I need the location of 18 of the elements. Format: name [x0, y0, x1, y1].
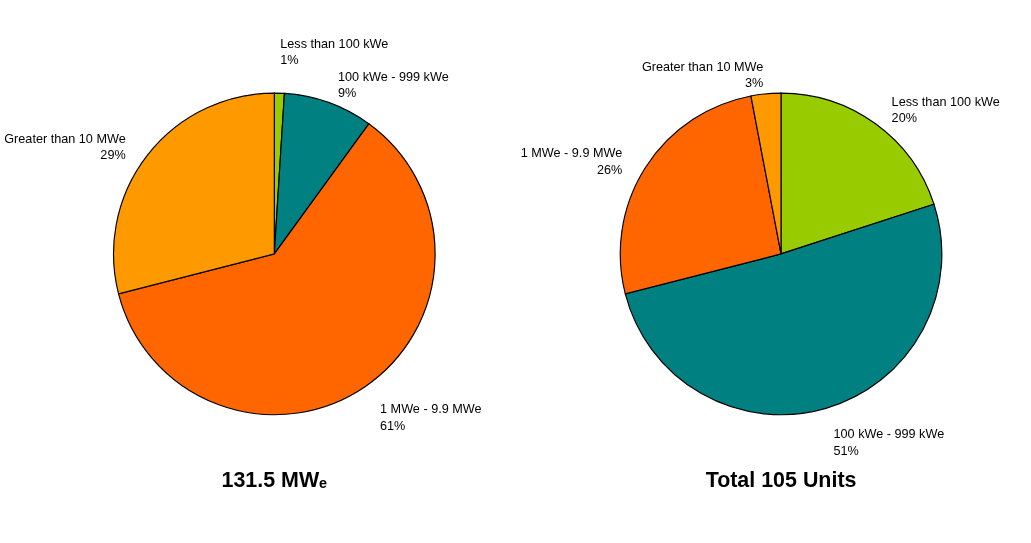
slice-label: 1 MWe - 9.9 MWe — [520, 146, 623, 161]
slice-label: 1 MWe - 9.9 MWe — [380, 402, 482, 417]
text: 131.5 MWₑ — [221, 467, 328, 492]
slice-label: 100 kWe - 999 kWe — [833, 427, 945, 442]
slice-label: Greater than 10 MWe — [641, 59, 764, 74]
slice-label: Greater than 10 MWe — [4, 131, 126, 146]
data-label: 1% — [280, 53, 299, 68]
data-label: 9% — [338, 86, 357, 101]
text: Total 105 Units — [705, 467, 857, 492]
data-label: 20% — [891, 111, 917, 126]
data-label: 61% — [380, 418, 406, 433]
slice-label: Less than 100 kWe — [280, 36, 389, 51]
data-label: 3% — [745, 76, 764, 91]
data-label: 26% — [596, 162, 623, 177]
slice-label: 100 kWe - 999 kWe — [338, 69, 449, 84]
slice-label: Less than 100 kWe — [891, 94, 1000, 109]
data-label: 51% — [833, 443, 859, 458]
data-label: 29% — [100, 148, 126, 163]
